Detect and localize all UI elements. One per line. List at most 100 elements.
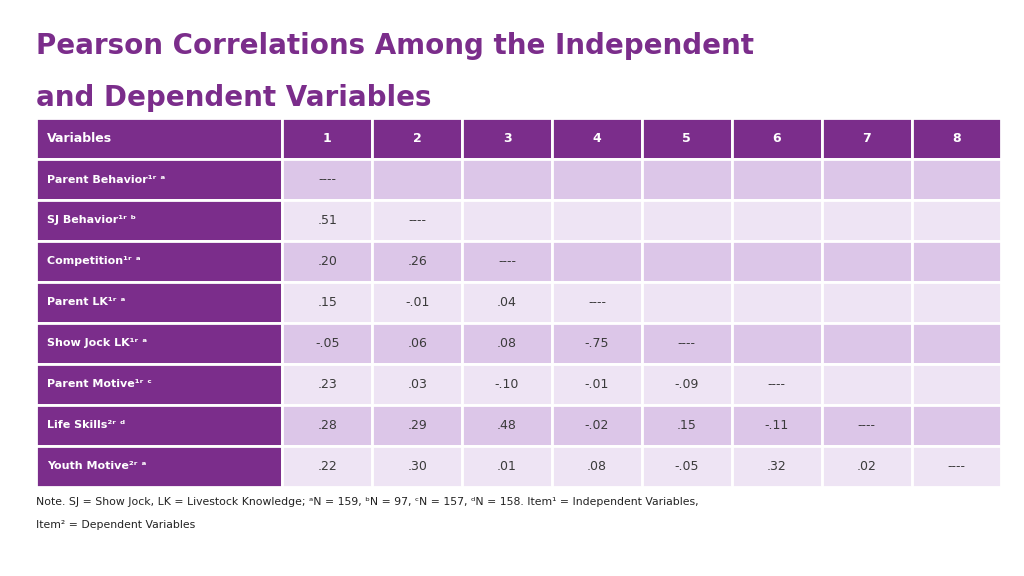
Text: Show Jock LK¹ʳ ᵃ: Show Jock LK¹ʳ ᵃ: [47, 338, 147, 348]
Bar: [36, 282, 283, 323]
Bar: [642, 159, 732, 200]
Bar: [821, 241, 911, 282]
Bar: [732, 405, 821, 446]
Bar: [552, 446, 642, 487]
Bar: [36, 241, 283, 282]
Text: Parent Motive¹ʳ ᶜ: Parent Motive¹ʳ ᶜ: [47, 380, 153, 389]
Bar: [552, 159, 642, 200]
Text: ----: ----: [588, 296, 606, 309]
Bar: [911, 159, 1001, 200]
Bar: [911, 323, 1001, 364]
Bar: [462, 364, 552, 405]
Text: .02: .02: [857, 460, 877, 473]
Bar: [36, 323, 283, 364]
Text: ----: ----: [858, 419, 876, 432]
Text: Parent LK¹ʳ ᵃ: Parent LK¹ʳ ᵃ: [47, 297, 126, 308]
Text: Item² = Dependent Variables: Item² = Dependent Variables: [36, 520, 196, 529]
Bar: [821, 323, 911, 364]
Bar: [372, 323, 462, 364]
Bar: [462, 323, 552, 364]
Bar: [283, 118, 372, 159]
Text: 7: 7: [862, 132, 871, 145]
Text: -.02: -.02: [585, 419, 609, 432]
Bar: [642, 200, 732, 241]
Bar: [642, 241, 732, 282]
Text: .23: .23: [317, 378, 337, 391]
Bar: [911, 446, 1001, 487]
Text: Youth Motive²ʳ ᵃ: Youth Motive²ʳ ᵃ: [47, 461, 146, 471]
Bar: [462, 118, 552, 159]
Bar: [462, 405, 552, 446]
Bar: [36, 405, 283, 446]
Text: .01: .01: [497, 460, 517, 473]
Bar: [821, 200, 911, 241]
Text: 1: 1: [323, 132, 332, 145]
Bar: [821, 364, 911, 405]
Text: SJ Behavior¹ʳ ᵇ: SJ Behavior¹ʳ ᵇ: [47, 215, 136, 225]
Bar: [372, 282, 462, 323]
Text: 4: 4: [593, 132, 601, 145]
Text: .22: .22: [317, 460, 337, 473]
Bar: [36, 118, 283, 159]
Bar: [911, 405, 1001, 446]
Text: Parent Behavior¹ʳ ᵃ: Parent Behavior¹ʳ ᵃ: [47, 175, 166, 184]
Text: -.75: -.75: [585, 337, 609, 350]
Bar: [911, 364, 1001, 405]
Text: .29: .29: [408, 419, 427, 432]
Text: Pearson Correlations Among the Independent: Pearson Correlations Among the Independe…: [36, 32, 754, 60]
Bar: [36, 200, 283, 241]
Bar: [283, 241, 372, 282]
Bar: [642, 282, 732, 323]
Bar: [283, 323, 372, 364]
Bar: [552, 405, 642, 446]
Text: Variables: Variables: [47, 132, 113, 145]
Bar: [642, 364, 732, 405]
Text: .28: .28: [317, 419, 337, 432]
Bar: [283, 200, 372, 241]
Bar: [552, 323, 642, 364]
Text: Competition¹ʳ ᵃ: Competition¹ʳ ᵃ: [47, 256, 141, 267]
Text: .32: .32: [767, 460, 786, 473]
Text: -.01: -.01: [404, 296, 429, 309]
Text: .06: .06: [408, 337, 427, 350]
Bar: [732, 323, 821, 364]
Text: ----: ----: [768, 378, 785, 391]
Bar: [36, 446, 283, 487]
Bar: [372, 241, 462, 282]
Bar: [372, 200, 462, 241]
Bar: [552, 241, 642, 282]
Bar: [732, 241, 821, 282]
Text: 30: 30: [925, 45, 974, 83]
Text: Note. SJ = Show Jock, LK = Livestock Knowledge; ᵃN = 159, ᵇN = 97, ᶜN = 157, ᵈN : Note. SJ = Show Jock, LK = Livestock Kno…: [36, 497, 698, 506]
Bar: [732, 282, 821, 323]
Text: 8: 8: [952, 132, 961, 145]
Text: ----: ----: [498, 255, 516, 268]
Bar: [283, 405, 372, 446]
Bar: [911, 118, 1001, 159]
Text: -.01: -.01: [585, 378, 609, 391]
Bar: [372, 446, 462, 487]
Bar: [372, 405, 462, 446]
Bar: [462, 241, 552, 282]
Bar: [642, 446, 732, 487]
Bar: [642, 118, 732, 159]
Text: ----: ----: [947, 460, 966, 473]
Bar: [911, 241, 1001, 282]
Text: .15: .15: [317, 296, 337, 309]
Bar: [36, 364, 283, 405]
Bar: [821, 159, 911, 200]
Bar: [821, 282, 911, 323]
Bar: [552, 200, 642, 241]
Bar: [462, 282, 552, 323]
Bar: [283, 282, 372, 323]
Bar: [283, 364, 372, 405]
Text: 6: 6: [772, 132, 781, 145]
Bar: [732, 364, 821, 405]
Bar: [821, 118, 911, 159]
Bar: [552, 118, 642, 159]
Bar: [462, 446, 552, 487]
Bar: [732, 200, 821, 241]
Bar: [372, 364, 462, 405]
Text: 3: 3: [503, 132, 511, 145]
Bar: [372, 118, 462, 159]
